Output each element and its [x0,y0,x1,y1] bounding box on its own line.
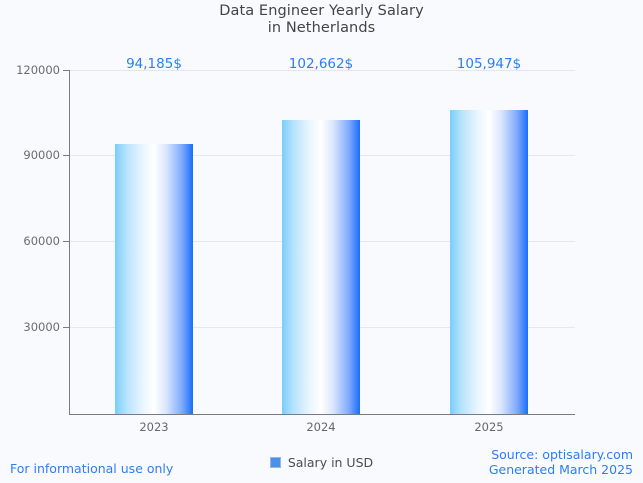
bar-2024-gradient-right [321,119,360,414]
footer-disclaimer: For informational use only [10,461,174,476]
chart-subtitle: in Netherlands [267,20,376,36]
footer-attribution: Source: optisalary.com Generated March 2… [489,447,633,477]
bar-value-2025: 105,947$ [456,56,522,72]
legend-label-salary: Salary in USD [287,455,374,470]
y-axis-tick-120000 [63,70,70,71]
x-axis-label-2023: 2023 [139,420,169,434]
x-axis-line [69,414,575,415]
bar-value-2023: 94,185$ [126,56,182,72]
gridline-120000 [70,70,575,71]
y-axis-label-90000: 90000 [23,148,60,162]
chart-title: Data Engineer Yearly Salary in Netherlan… [0,3,643,37]
chart-legend: Salary in USD [0,455,643,470]
y-axis-tick-60000 [63,241,70,242]
footer-generated: Generated March 2025 [488,462,633,477]
x-axis-label-2025: 2025 [474,420,504,434]
bar-2024-gradient-left [282,119,321,414]
y-axis-label-120000: 120000 [16,63,60,77]
y-axis-line [69,70,70,415]
y-axis-tick-90000 [63,155,70,156]
x-axis-label-2024: 2024 [306,420,336,434]
bar-value-2024: 102,662$ [288,56,354,72]
y-axis-label-60000: 60000 [23,234,60,248]
bar-2025-gradient-left [450,110,489,414]
bar-2025[interactable] [450,110,528,414]
bar-2023-gradient-right [154,144,193,414]
bar-2025-gradient-right [489,110,528,414]
bar-2024[interactable] [282,119,360,414]
footer-source: Source: optisalary.com [491,447,633,462]
plot-area [70,70,575,414]
chart-title-main: Data Engineer Yearly Salary [219,3,424,19]
legend-swatch-salary-icon [269,457,281,468]
bar-2023-gradient-left [115,144,154,414]
y-axis-label-30000: 30000 [23,320,60,334]
bar-2023[interactable] [115,144,193,414]
y-axis-tick-30000 [63,327,70,328]
